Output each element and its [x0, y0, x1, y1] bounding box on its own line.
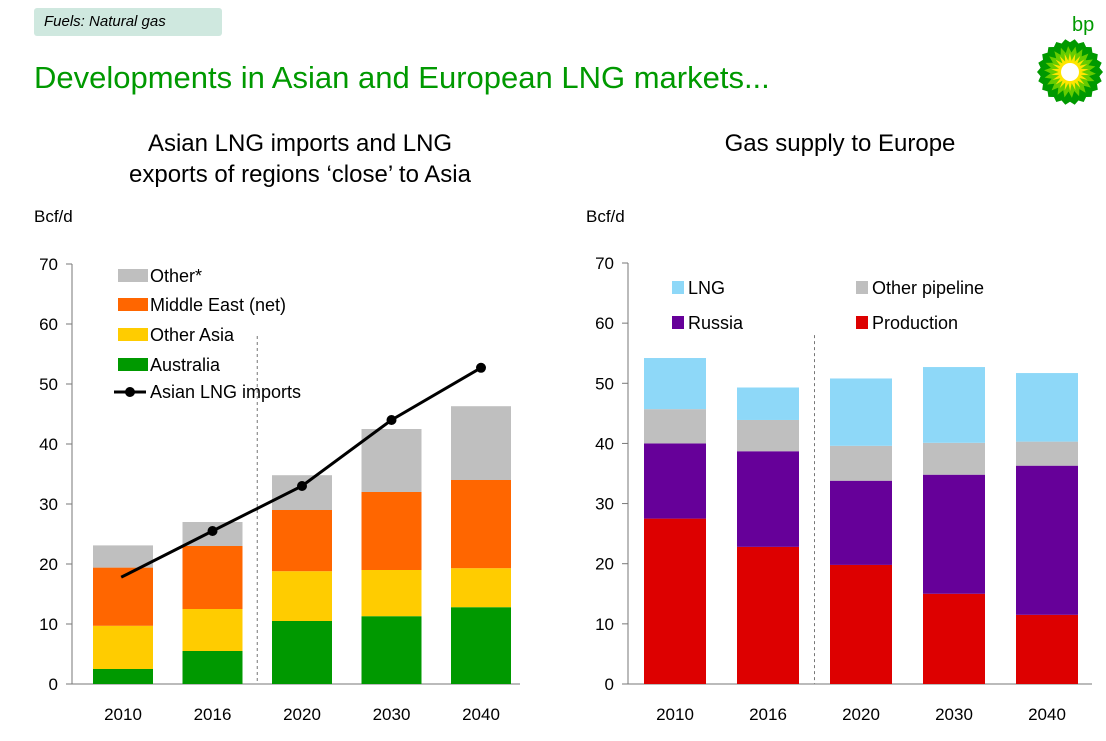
- chart2-bar-production-2016: [737, 546, 799, 684]
- chart1-x-tick-label: 2030: [373, 705, 411, 724]
- chart1-legend-swatch-other: [118, 269, 148, 282]
- chart2-bar-lng-2040: [1016, 373, 1078, 442]
- chart2-bar-lng-2010: [644, 358, 706, 410]
- bp-helios-logo-icon: [1037, 39, 1103, 105]
- chart1-bar-other-2040: [451, 406, 511, 480]
- chart2-y-tick-label: 60: [595, 314, 614, 333]
- chart2-legend-label: Other pipeline: [872, 278, 984, 298]
- chart1-y-tick-label: 50: [39, 375, 58, 394]
- chart1-legend-label: Other*: [150, 266, 202, 286]
- chart1-legend-label: Australia: [150, 355, 221, 375]
- chart1-y-tick-label: 40: [39, 435, 58, 454]
- chart1-title: Asian LNG imports and LNG exports of reg…: [60, 128, 540, 190]
- chart2-bar-lng-2016: [737, 387, 799, 420]
- chart2-bar-other-2040: [1016, 441, 1078, 466]
- chart1-bar-australia-2020: [272, 621, 332, 684]
- chart2-y-tick-label: 30: [595, 495, 614, 514]
- chart1-legend-swatch-middle_east: [118, 298, 148, 311]
- chart2-y-tick-label: 50: [595, 374, 614, 393]
- chart2-legend-swatch-lng: [672, 281, 684, 294]
- chart1-y-tick-label: 70: [39, 255, 58, 274]
- chart1-line-point: [207, 526, 218, 536]
- brand-wordmark: bp: [1072, 14, 1095, 36]
- chart1-line-point: [386, 415, 397, 425]
- chart2-y-tick-label: 20: [595, 555, 614, 574]
- chart2-title: Gas supply to Europe: [610, 128, 1070, 159]
- chart1-unit-label: Bcf/d: [34, 207, 73, 226]
- chart1-title-line1: Asian LNG imports and LNG: [147, 130, 453, 157]
- chart2-legend-label: Russia: [688, 313, 744, 333]
- chart1-x-tick-label: 2040: [462, 705, 500, 724]
- chart1-bar-other_asia-2040: [451, 568, 511, 608]
- chart1-y-tick-label: 10: [39, 615, 58, 634]
- chart1-bar-other_asia-2020: [272, 571, 332, 621]
- chart2-bar-russia-2030: [923, 474, 985, 594]
- chart2-legend-label: Production: [872, 313, 958, 333]
- chart2-x-tick-label: 2016: [749, 705, 787, 724]
- chart1-y-tick-label: 0: [49, 675, 58, 694]
- chart1-bar-other_asia-2010: [93, 625, 153, 669]
- chart1-legend-label: Middle East (net): [150, 295, 286, 315]
- chart2-y-tick-label: 0: [605, 675, 614, 694]
- chart2-x-tick-label: 2030: [935, 705, 973, 724]
- chart1-bar-other_asia-2030: [361, 570, 422, 617]
- chart2-bar-production-2030: [923, 593, 985, 684]
- chart2-legend-label: LNG: [688, 278, 725, 298]
- chart2-x-tick-label: 2010: [656, 705, 694, 724]
- chart2-bar-other-2016: [737, 419, 799, 452]
- chart2-legend-swatch-russia: [672, 316, 684, 329]
- chart2-bar-production-2040: [1016, 614, 1078, 684]
- chart2-x-tick-label: 2040: [1028, 705, 1066, 724]
- chart1-title-line2: exports of regions ‘close’ to Asia: [129, 161, 471, 188]
- chart2-bar-production-2020: [830, 564, 892, 684]
- chart1-x-tick-label: 2010: [104, 705, 142, 724]
- chart2-unit-label: Bcf/d: [586, 207, 625, 226]
- chart1-bar-australia-2030: [361, 616, 422, 684]
- chart1-x-tick-label: 2016: [194, 705, 232, 724]
- chart2-bar-russia-2040: [1016, 465, 1078, 615]
- chart2-bar-other-2030: [923, 442, 985, 475]
- chart1-bar-other_asia-2016: [182, 609, 243, 651]
- chart1-bar-other-2030: [361, 429, 422, 492]
- chart2-bar-other-2020: [830, 445, 892, 481]
- chart2-x-tick-label: 2020: [842, 705, 880, 724]
- section-tag: Fuels: Natural gas: [34, 8, 222, 36]
- chart2-bar-lng-2030: [923, 367, 985, 443]
- chart1-line-point: [297, 481, 307, 491]
- chart1-legend-label: Asian LNG imports: [150, 382, 301, 402]
- chart1-y-tick-label: 20: [39, 555, 58, 574]
- chart1-legend-label: Other Asia: [150, 325, 235, 345]
- chart1-bar-middle_east-2030: [361, 492, 422, 570]
- chart2-bar-lng-2020: [830, 378, 892, 446]
- chart1-bar-middle_east-2020: [272, 510, 332, 572]
- chart2-y-tick-label: 70: [595, 254, 614, 273]
- chart2-bar-russia-2020: [830, 480, 892, 565]
- chart2-bar-other-2010: [644, 409, 706, 444]
- helios-center: [1061, 63, 1079, 81]
- chart1-bar-australia-2010: [93, 669, 153, 684]
- chart2-y-tick-label: 10: [595, 615, 614, 634]
- chart2-y-tick-label: 40: [595, 434, 614, 453]
- chart2-bar-production-2010: [644, 518, 706, 684]
- chart2-legend-swatch-production: [856, 316, 868, 329]
- chart1-legend-swatch-other_asia: [118, 328, 148, 341]
- chart1-bar-other-2010: [93, 545, 153, 568]
- chart1-bar-australia-2016: [182, 651, 243, 684]
- chart1-bar-other-2020: [272, 475, 332, 510]
- chart1-y-tick-label: 60: [39, 315, 58, 334]
- chart2-legend-swatch-other: [856, 281, 868, 294]
- chart1-x-tick-label: 2020: [283, 705, 321, 724]
- chart1-legend-swatch-australia: [118, 358, 148, 371]
- chart1-legend-swatch-point: [125, 387, 135, 397]
- chart1-line-point: [476, 362, 486, 373]
- chart2-title-line1: Gas supply to Europe: [724, 130, 956, 157]
- chart1-bar-middle_east-2040: [451, 480, 511, 569]
- chart1-y-tick-label: 30: [39, 495, 58, 514]
- page-title: Developments in Asian and European LNG m…: [34, 60, 770, 95]
- chart1-bar-middle_east-2016: [182, 546, 243, 609]
- chart2-bar-russia-2016: [737, 451, 799, 547]
- chart2-bar-russia-2010: [644, 443, 706, 519]
- chart1-bar-australia-2040: [451, 607, 511, 684]
